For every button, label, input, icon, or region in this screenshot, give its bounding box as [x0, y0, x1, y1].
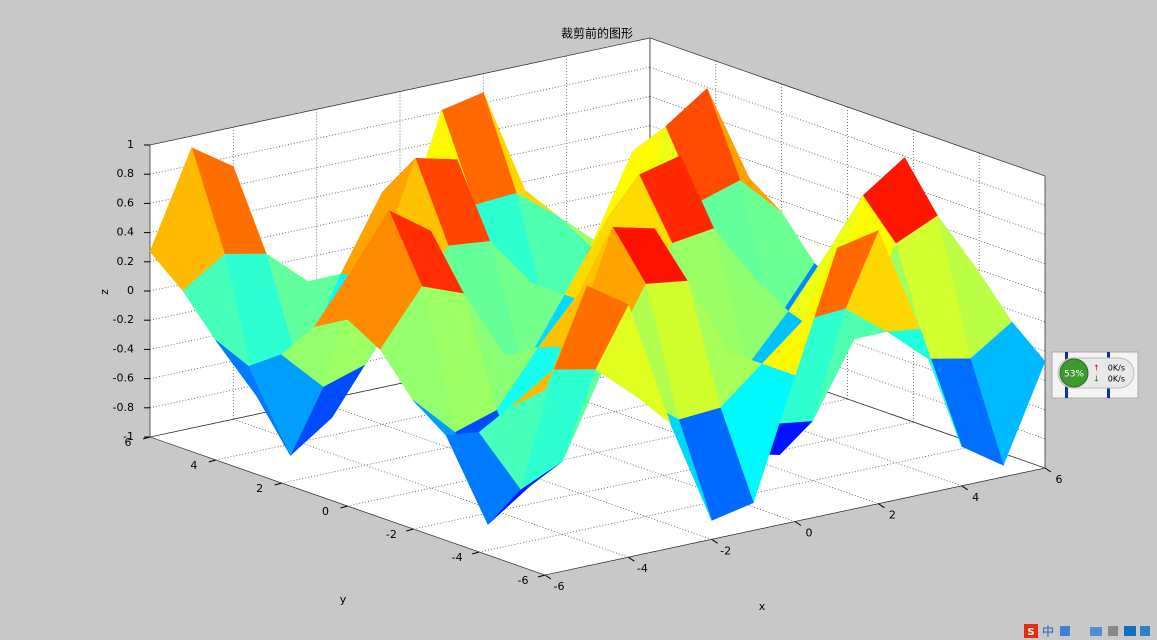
x-tick: [878, 503, 885, 509]
z-tick-label: 0.4: [117, 226, 135, 239]
widget-gauge: [1059, 358, 1089, 388]
z-tick-label: -0.2: [113, 313, 134, 326]
tray-icon: [1108, 626, 1118, 636]
x-tick-label: -4: [637, 562, 648, 575]
grid-line: [413, 421, 914, 530]
y-axis-label: y: [340, 593, 347, 606]
tray-ime: 中: [1042, 624, 1054, 639]
surface: [149, 88, 1046, 525]
z-tick-label: 0.6: [117, 196, 135, 209]
tray-icon: [1140, 626, 1150, 636]
y-tick-label: 4: [190, 459, 197, 472]
widget-percent: 53%: [1064, 370, 1084, 380]
y-tick-label: 6: [125, 436, 132, 449]
down-arrow: ↓: [1093, 375, 1100, 384]
y-tick: [537, 574, 546, 578]
grid-line: [149, 37, 651, 146]
y-tick: [406, 528, 414, 532]
y-tick: [274, 482, 282, 486]
x-tick-label: 0: [806, 527, 813, 540]
tray-s: S: [1027, 627, 1034, 638]
tray-icon: [1060, 626, 1070, 636]
x-tick-label: 2: [889, 509, 896, 522]
widget-down: 0K/s: [1108, 375, 1125, 384]
x-tick-label: -2: [720, 544, 731, 557]
y-tick: [208, 459, 216, 463]
y-tick: [472, 551, 480, 555]
x-tick: [794, 521, 802, 526]
x-tick: [628, 556, 635, 562]
x-tick: [544, 574, 552, 580]
x-tick-label: -6: [554, 580, 565, 593]
z-axis-label: z: [98, 289, 111, 295]
z-tick-label: 0.8: [117, 167, 135, 180]
tray-icon: [1024, 624, 1038, 638]
x-axis-label: x: [759, 600, 766, 613]
x-tick: [961, 485, 968, 491]
grid-line: [649, 66, 1046, 206]
chart-title: 裁剪前的图形: [561, 26, 633, 41]
z-tick-label: -1: [123, 430, 134, 443]
z-tick-label: 0.2: [117, 255, 135, 268]
z-tick-label: 0: [127, 284, 134, 297]
surface-patch: [511, 285, 587, 407]
axes: -6-4-20246-6-4-20246-1-0.8-0.6-0.4-0.200…: [113, 37, 1063, 593]
grid-line: [649, 37, 1046, 177]
tray: S 中: [1024, 624, 1150, 639]
grid-line: [316, 400, 712, 540]
grid-line: [149, 66, 651, 175]
x-tick-label: 6: [1056, 473, 1063, 486]
x-tick: [1044, 467, 1052, 473]
net-widget: 53% ↑ ↓ 0K/s 0K/s: [1051, 351, 1139, 399]
x-tick-label: 4: [972, 491, 979, 504]
y-tick-label: 0: [322, 505, 329, 518]
y-tick-label: -4: [452, 551, 463, 564]
y-tick-label: -2: [386, 528, 397, 541]
x-tick: [711, 538, 718, 544]
z-tick-label: -0.8: [113, 401, 134, 414]
up-arrow: ↑: [1093, 364, 1100, 373]
y-tick-label: -6: [518, 574, 529, 587]
widget-up: 0K/s: [1108, 364, 1125, 373]
grid-line: [544, 467, 1046, 576]
z-tick-label: -0.4: [113, 342, 134, 355]
y-tick: [340, 505, 348, 509]
z-tick-label: -0.6: [113, 372, 134, 385]
grid-line: [149, 96, 651, 204]
tray-icon: [1090, 627, 1102, 636]
tray-icon: [1124, 626, 1136, 636]
z-tick-label: 1: [127, 138, 134, 151]
y-tick-label: 2: [256, 482, 263, 495]
